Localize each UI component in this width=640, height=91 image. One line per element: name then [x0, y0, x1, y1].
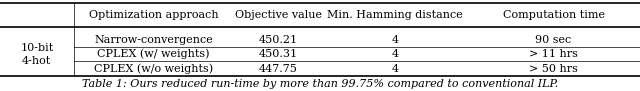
Text: 90 sec: 90 sec	[536, 35, 572, 45]
Text: Computation time: Computation time	[502, 10, 605, 20]
Text: 4: 4	[392, 49, 399, 59]
Text: 10-bit
4-hot: 10-bit 4-hot	[20, 43, 53, 66]
Text: Narrow-convergence: Narrow-convergence	[94, 35, 213, 45]
Text: 4: 4	[392, 35, 399, 45]
Text: > 50 hrs: > 50 hrs	[529, 64, 578, 74]
Text: Objective value: Objective value	[235, 10, 322, 20]
Text: Optimization approach: Optimization approach	[89, 10, 218, 20]
Text: CPLEX (w/o weights): CPLEX (w/o weights)	[94, 63, 213, 74]
Text: > 11 hrs: > 11 hrs	[529, 49, 578, 59]
Text: 447.75: 447.75	[259, 64, 298, 74]
Text: 4: 4	[392, 64, 399, 74]
Text: 450.31: 450.31	[259, 49, 298, 59]
Text: CPLEX (w/ weights): CPLEX (w/ weights)	[97, 49, 210, 59]
Text: Table 1: Ours reduced run-time by more than 99.75% compared to conventional ILP.: Table 1: Ours reduced run-time by more t…	[82, 79, 558, 89]
Text: Min. Hamming distance: Min. Hamming distance	[327, 10, 463, 20]
Text: 450.21: 450.21	[259, 35, 298, 45]
